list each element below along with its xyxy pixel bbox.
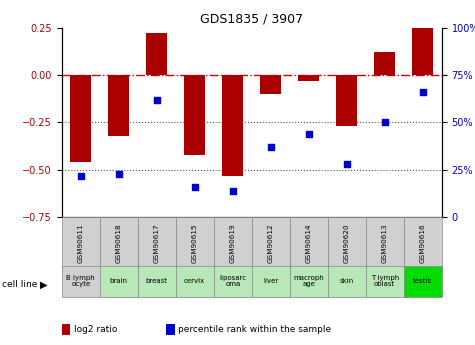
Bar [366, 217, 404, 269]
Point [229, 188, 237, 194]
Text: GSM90612: GSM90612 [268, 224, 274, 263]
Text: GSM90611: GSM90611 [78, 224, 84, 263]
Text: B lymph
ocyte: B lymph ocyte [66, 275, 95, 287]
Bar [298, 75, 319, 81]
Bar [176, 266, 214, 297]
Bar [404, 266, 442, 297]
Bar [138, 266, 176, 297]
Text: breast: breast [146, 278, 168, 284]
Bar [252, 266, 290, 297]
Text: macroph
age: macroph age [294, 275, 324, 287]
Bar [290, 217, 328, 269]
Text: ▶: ▶ [40, 280, 48, 289]
Text: GSM90618: GSM90618 [116, 224, 122, 263]
Bar [290, 266, 328, 297]
Bar [214, 266, 252, 297]
Point [267, 144, 275, 150]
Bar [70, 75, 91, 162]
Text: GSM90619: GSM90619 [230, 224, 236, 263]
Bar [374, 52, 395, 75]
Text: GSM90615: GSM90615 [192, 224, 198, 263]
Bar [222, 75, 243, 176]
Text: GSM90614: GSM90614 [306, 224, 312, 263]
Text: GSM90617: GSM90617 [154, 224, 160, 263]
Bar [328, 217, 366, 269]
Text: liposarc
oma: liposarc oma [219, 275, 247, 287]
Point [305, 131, 313, 137]
Bar [214, 217, 252, 269]
Bar [100, 217, 138, 269]
Point [153, 97, 161, 102]
Point [191, 184, 199, 190]
Text: liver: liver [263, 278, 278, 284]
Point [343, 161, 351, 167]
Bar [100, 266, 138, 297]
Bar [412, 28, 433, 75]
Text: GSM90616: GSM90616 [420, 224, 426, 263]
Text: log2 ratio: log2 ratio [74, 325, 117, 334]
Bar [366, 266, 404, 297]
Point [115, 171, 123, 176]
Bar [404, 217, 442, 269]
Point [381, 120, 389, 125]
Bar [336, 75, 357, 126]
Text: GSM90620: GSM90620 [344, 224, 350, 263]
Bar [62, 266, 100, 297]
Bar [146, 33, 167, 75]
Bar [108, 75, 129, 136]
Title: GDS1835 / 3907: GDS1835 / 3907 [200, 12, 304, 25]
Text: T lymph
oblast: T lymph oblast [370, 275, 399, 287]
Bar [62, 217, 100, 269]
Text: GSM90613: GSM90613 [382, 224, 388, 263]
Bar [328, 266, 366, 297]
Point [419, 89, 427, 95]
Bar [138, 217, 176, 269]
Point [77, 173, 85, 178]
Text: brain: brain [110, 278, 128, 284]
Text: skin: skin [340, 278, 354, 284]
Text: cervix: cervix [184, 278, 205, 284]
Bar [252, 217, 290, 269]
Text: percentile rank within the sample: percentile rank within the sample [178, 325, 331, 334]
Bar [184, 75, 205, 155]
Bar [260, 75, 281, 94]
Bar [176, 217, 214, 269]
Text: cell line: cell line [2, 280, 38, 289]
Text: testis: testis [413, 278, 432, 284]
